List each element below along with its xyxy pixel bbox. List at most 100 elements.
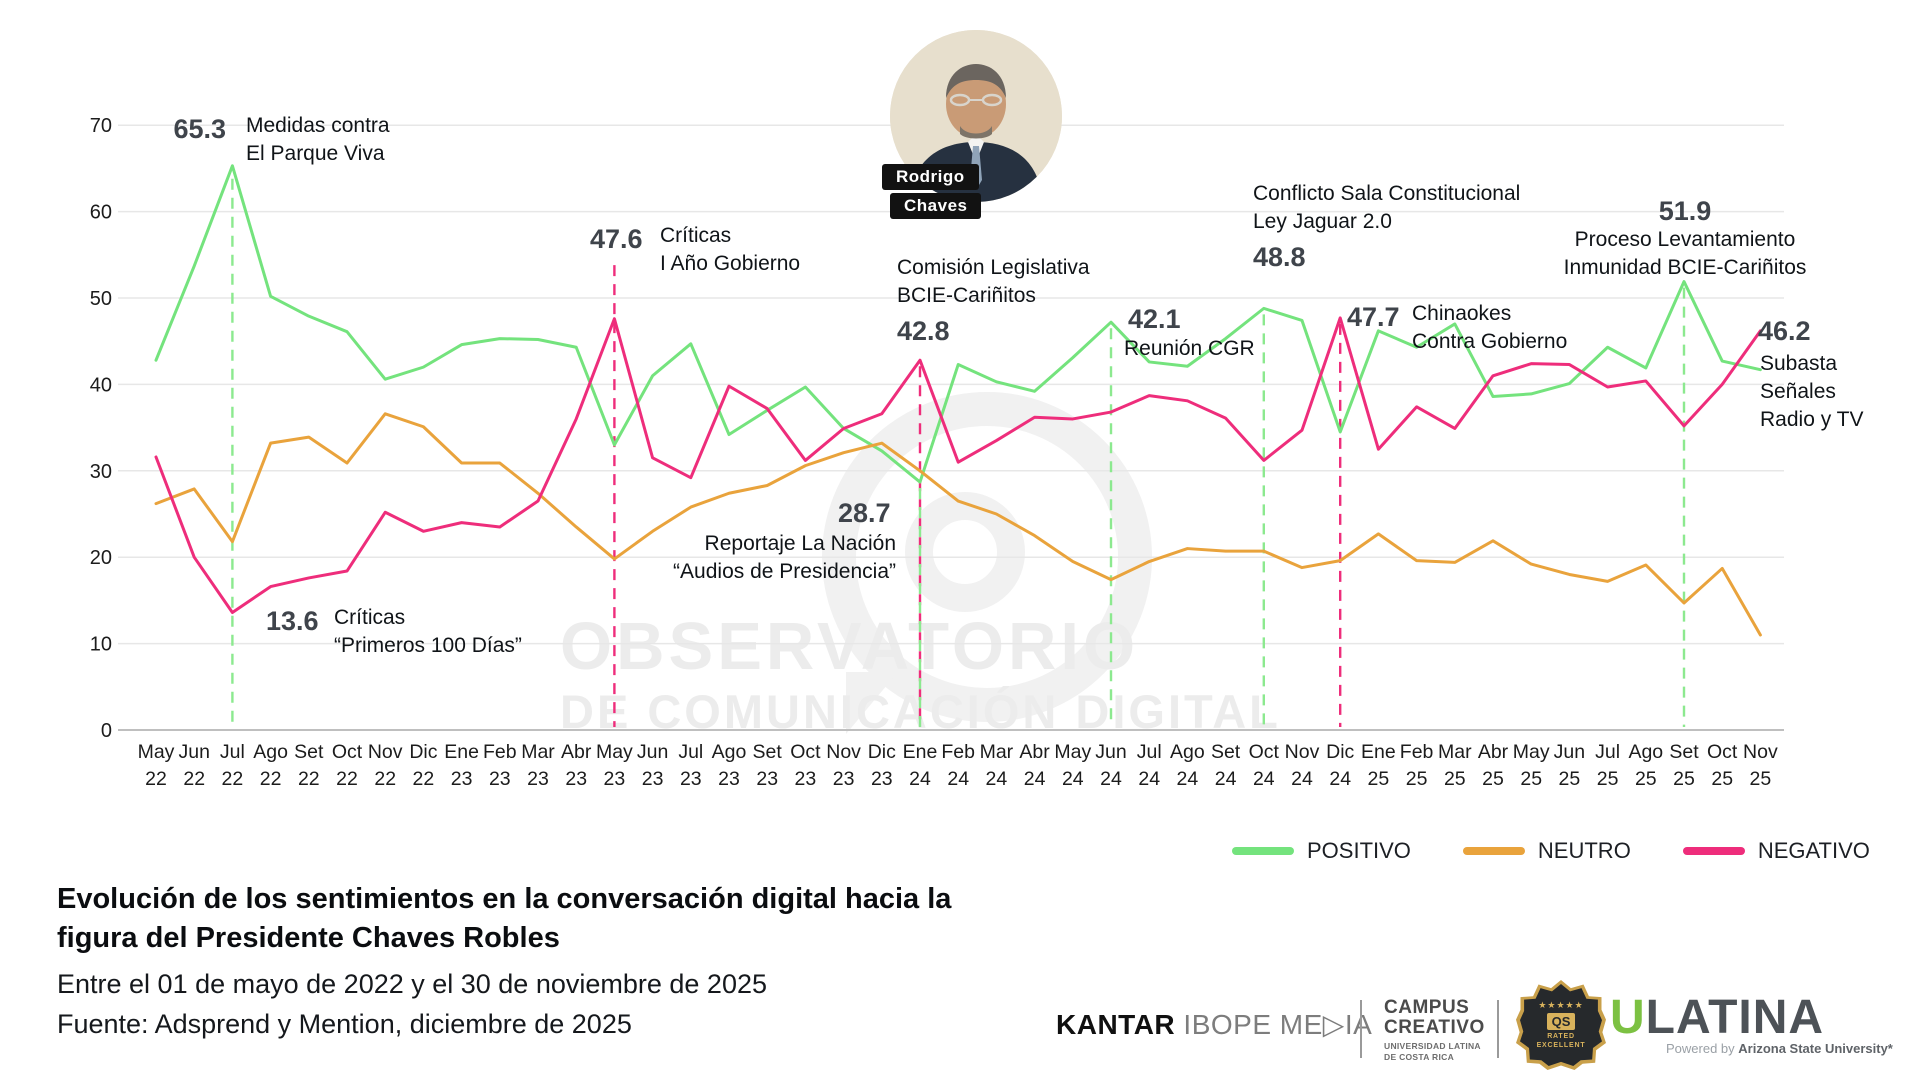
x-axis-label: May xyxy=(596,741,633,763)
x-axis-label: Ago xyxy=(253,741,288,763)
x-axis-label: 23 xyxy=(795,768,817,790)
x-axis-label: Feb xyxy=(1400,741,1434,763)
x-axis-label: Dic xyxy=(409,741,437,763)
x-axis-label: 24 xyxy=(986,768,1008,790)
qs-stars-icon: ★★★★★ xyxy=(1538,1000,1584,1010)
x-axis-label: Oct xyxy=(790,741,821,763)
x-axis-label: Jul xyxy=(220,741,245,763)
watermark-tail-icon xyxy=(846,672,898,734)
x-axis-label: 23 xyxy=(527,768,549,790)
campus-creativo-logo: CAMPUS CREATIVO UNIVERSIDAD LATINA DE COS… xyxy=(1384,998,1485,1063)
x-axis-label: Abr xyxy=(1478,741,1509,763)
x-axis-label: 25 xyxy=(1520,768,1542,790)
x-axis-label: Mar xyxy=(980,741,1014,763)
x-axis-label: Set xyxy=(1669,741,1699,763)
x-axis-label: 24 xyxy=(909,768,931,790)
x-axis-label: 22 xyxy=(183,768,205,790)
x-axis-label: Nov xyxy=(1743,741,1778,763)
x-axis-label: 23 xyxy=(718,768,740,790)
series-positivo-line xyxy=(154,164,1762,484)
x-axis-label: Ago xyxy=(712,741,747,763)
x-axis-label: 25 xyxy=(1406,768,1428,790)
x-axis-label: 25 xyxy=(1597,768,1619,790)
kantar-wordmark: KANTAR xyxy=(1056,1009,1176,1040)
y-axis-label: 20 xyxy=(90,547,112,569)
x-axis-label: 24 xyxy=(1100,768,1122,790)
x-axis-label: 23 xyxy=(451,768,473,790)
x-axis-label: 24 xyxy=(1253,768,1275,790)
name-chip-first: Rodrigo xyxy=(882,164,979,190)
x-axis-label: Abr xyxy=(561,741,592,763)
ulatina-wordmark: LATINA xyxy=(1645,991,1825,1044)
x-axis-label: Set xyxy=(1211,741,1241,763)
x-axis-label: 23 xyxy=(489,768,511,790)
x-axis-label: Jun xyxy=(1554,741,1585,763)
x-axis-label: 24 xyxy=(1138,768,1160,790)
qs-excellent-label: EXCELLENT xyxy=(1536,1042,1586,1049)
x-axis-label: 24 xyxy=(1329,768,1351,790)
series-neutro-line xyxy=(154,412,1762,637)
x-axis-label: Jul xyxy=(1137,741,1162,763)
x-axis-label: 23 xyxy=(642,768,664,790)
campus-line1: CAMPUS xyxy=(1384,997,1470,1018)
legend-label-positivo: POSITIVO xyxy=(1307,838,1411,863)
legend-item-positivo: POSITIVO xyxy=(1232,838,1411,864)
legend-swatch-positivo xyxy=(1232,847,1294,855)
name-chip-last: Chaves xyxy=(890,193,982,219)
caption-period: Entre el 01 de mayo de 2022 y el 30 de n… xyxy=(57,969,767,999)
legend-item-negativo: NEGATIVO xyxy=(1682,838,1870,864)
legend-item-neutro: NEUTRO xyxy=(1462,838,1631,864)
x-axis-label: 22 xyxy=(145,768,167,790)
x-axis-label: Mar xyxy=(521,741,555,763)
x-axis-label: 24 xyxy=(1024,768,1046,790)
x-axis-label: 23 xyxy=(871,768,893,790)
x-axis-label: Dic xyxy=(868,741,896,763)
logo-divider xyxy=(1497,1000,1499,1058)
x-axis-label: Nov xyxy=(1285,741,1320,763)
x-axis-label: Set xyxy=(753,741,783,763)
caption-source: Fuente: Adsprend y Mention, diciembre de… xyxy=(57,1009,632,1039)
x-axis-label: 22 xyxy=(260,768,282,790)
qs-logo: QS xyxy=(1546,1013,1576,1030)
qs-rated-label: RATED xyxy=(1547,1033,1575,1040)
x-axis-label: Oct xyxy=(1707,741,1738,763)
x-axis-label: 24 xyxy=(1062,768,1084,790)
caption-block: Evolución de los sentimientos en la conv… xyxy=(57,880,951,1044)
y-axis-label: 60 xyxy=(90,202,112,224)
y-axis-label: 40 xyxy=(90,374,112,396)
x-axis-label: 24 xyxy=(1215,768,1237,790)
kantar-ibope-media-logo: KANTAR IBOPE ME▷IA xyxy=(1056,1009,1373,1040)
x-axis-label: 25 xyxy=(1635,768,1657,790)
x-axis-label: Jun xyxy=(1095,741,1126,763)
logo-divider xyxy=(1360,1000,1362,1058)
x-axis-label: Oct xyxy=(1249,741,1280,763)
ulatina-logo: ULATINA Powered by Arizona State Univers… xyxy=(1610,990,1893,1056)
x-axis-label: Set xyxy=(294,741,324,763)
x-axis-label: 23 xyxy=(565,768,587,790)
x-axis-label: Ene xyxy=(444,741,479,763)
x-axis-label: Feb xyxy=(483,741,517,763)
x-axis-label: 22 xyxy=(413,768,435,790)
series-negativo-line xyxy=(154,316,1762,614)
x-axis-label: Jul xyxy=(1595,741,1620,763)
x-axis-label: Jun xyxy=(637,741,668,763)
qs-badge-inner: ★★★★★ QS RATED EXCELLENT xyxy=(1520,984,1602,1066)
x-axis-label: Dic xyxy=(1326,741,1354,763)
x-axis-label: 22 xyxy=(374,768,396,790)
legend-label-negativo: NEGATIVO xyxy=(1757,838,1870,863)
legend-label-neutro: NEUTRO xyxy=(1537,838,1631,863)
x-axis-label: 24 xyxy=(1177,768,1199,790)
ulatina-subline: Powered by Arizona State University* xyxy=(1666,1041,1893,1056)
ibope-triangle-d-icon: ▷ xyxy=(1322,1009,1345,1040)
x-axis-label: 24 xyxy=(1291,768,1313,790)
x-axis-label: Jul xyxy=(678,741,703,763)
y-axis-label: 70 xyxy=(90,115,112,137)
x-axis-label: 22 xyxy=(298,768,320,790)
x-axis-label: 23 xyxy=(833,768,855,790)
caption-title-line2: figura del Presidente Chaves Robles xyxy=(57,922,560,954)
x-axis-label: 24 xyxy=(947,768,969,790)
y-axis-label: 10 xyxy=(90,634,112,656)
x-axis-label: 23 xyxy=(680,768,702,790)
